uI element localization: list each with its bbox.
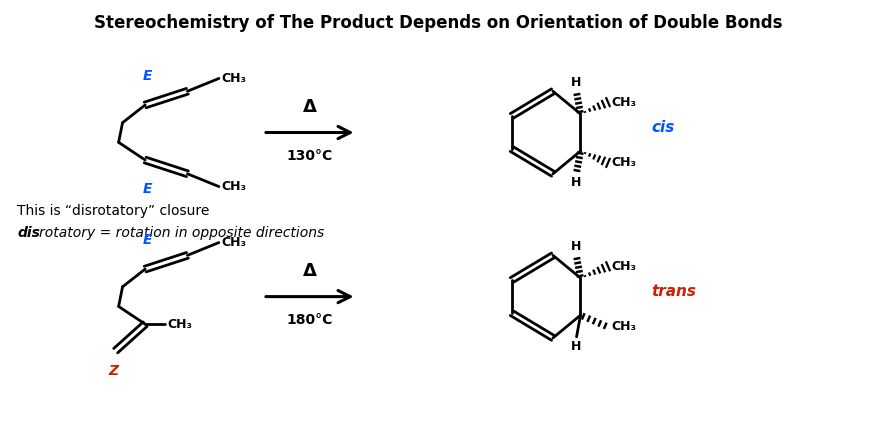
Text: 130°C: 130°C xyxy=(286,149,333,163)
Text: CH₃: CH₃ xyxy=(611,157,636,169)
Text: CH₃: CH₃ xyxy=(222,72,247,85)
Text: H: H xyxy=(570,241,581,253)
Text: rotatory = rotation in opposite directions: rotatory = rotation in opposite directio… xyxy=(39,226,324,240)
Text: H: H xyxy=(570,176,581,189)
Text: CH₃: CH₃ xyxy=(611,95,636,109)
Text: E: E xyxy=(143,69,152,83)
Text: CH₃: CH₃ xyxy=(222,236,247,249)
Text: E: E xyxy=(143,182,152,196)
Text: cis: cis xyxy=(651,120,675,135)
Text: E: E xyxy=(143,234,152,248)
Text: trans: trans xyxy=(651,284,696,299)
Text: dis: dis xyxy=(18,226,40,240)
Text: H: H xyxy=(570,76,581,89)
Text: CH₃: CH₃ xyxy=(611,260,636,273)
Text: H: H xyxy=(570,340,581,353)
Text: Z: Z xyxy=(109,364,119,378)
Text: CH₃: CH₃ xyxy=(222,180,247,193)
Text: CH₃: CH₃ xyxy=(168,318,193,330)
Text: CH₃: CH₃ xyxy=(611,320,636,334)
Text: Δ: Δ xyxy=(303,262,317,280)
Text: 180°C: 180°C xyxy=(286,313,333,327)
Text: Stereochemistry of The Product Depends on Orientation of Double Bonds: Stereochemistry of The Product Depends o… xyxy=(94,14,782,31)
Text: Δ: Δ xyxy=(303,98,317,116)
Text: This is “disrotatory” closure: This is “disrotatory” closure xyxy=(18,204,209,218)
